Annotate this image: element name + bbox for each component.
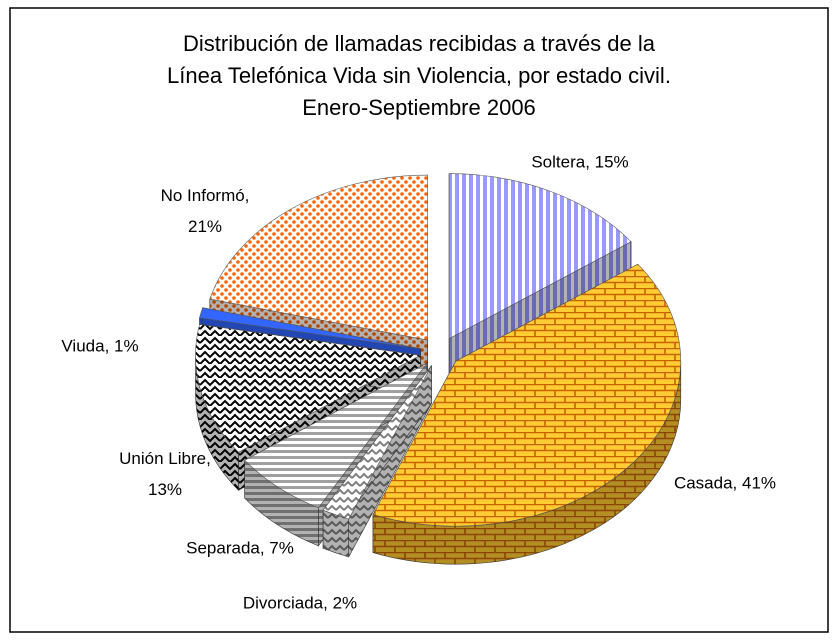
slice-top [199, 307, 421, 349]
data-label-line: 21% [188, 217, 222, 236]
data-label-line: 13% [148, 480, 182, 499]
slice-top [244, 363, 428, 509]
slice-top [372, 263, 681, 527]
data-label: Soltera, 15% [531, 152, 628, 171]
data-label: Viuda, 1% [61, 336, 138, 355]
chart-title: Distribución de llamadas recibidas a tra… [183, 31, 656, 56]
data-label-line: No Informó, [161, 186, 250, 205]
slice-wall [323, 510, 349, 557]
chart-title: Enero-Septiembre 2006 [302, 95, 536, 120]
slice [372, 263, 682, 565]
data-label: No Informó, 21% [161, 186, 250, 236]
data-label: Unión Libre, 13% [119, 449, 211, 499]
slice-top [322, 365, 432, 520]
slice-wall [195, 355, 239, 491]
slice-wall [373, 361, 681, 565]
pie [195, 173, 682, 565]
data-label: Separada, 7% [186, 538, 294, 557]
data-label: Casada, 41% [674, 473, 776, 492]
slice-top [209, 174, 428, 341]
data-label: Divorciada, 2% [243, 593, 357, 612]
slice-wall [244, 460, 319, 546]
slice [322, 364, 432, 558]
data-label-line: Unión Libre, [119, 449, 211, 468]
slice-top [195, 324, 422, 453]
chart-title: Línea Telefónica Vida sin Violencia, por… [167, 63, 671, 88]
slice-top [448, 173, 632, 340]
